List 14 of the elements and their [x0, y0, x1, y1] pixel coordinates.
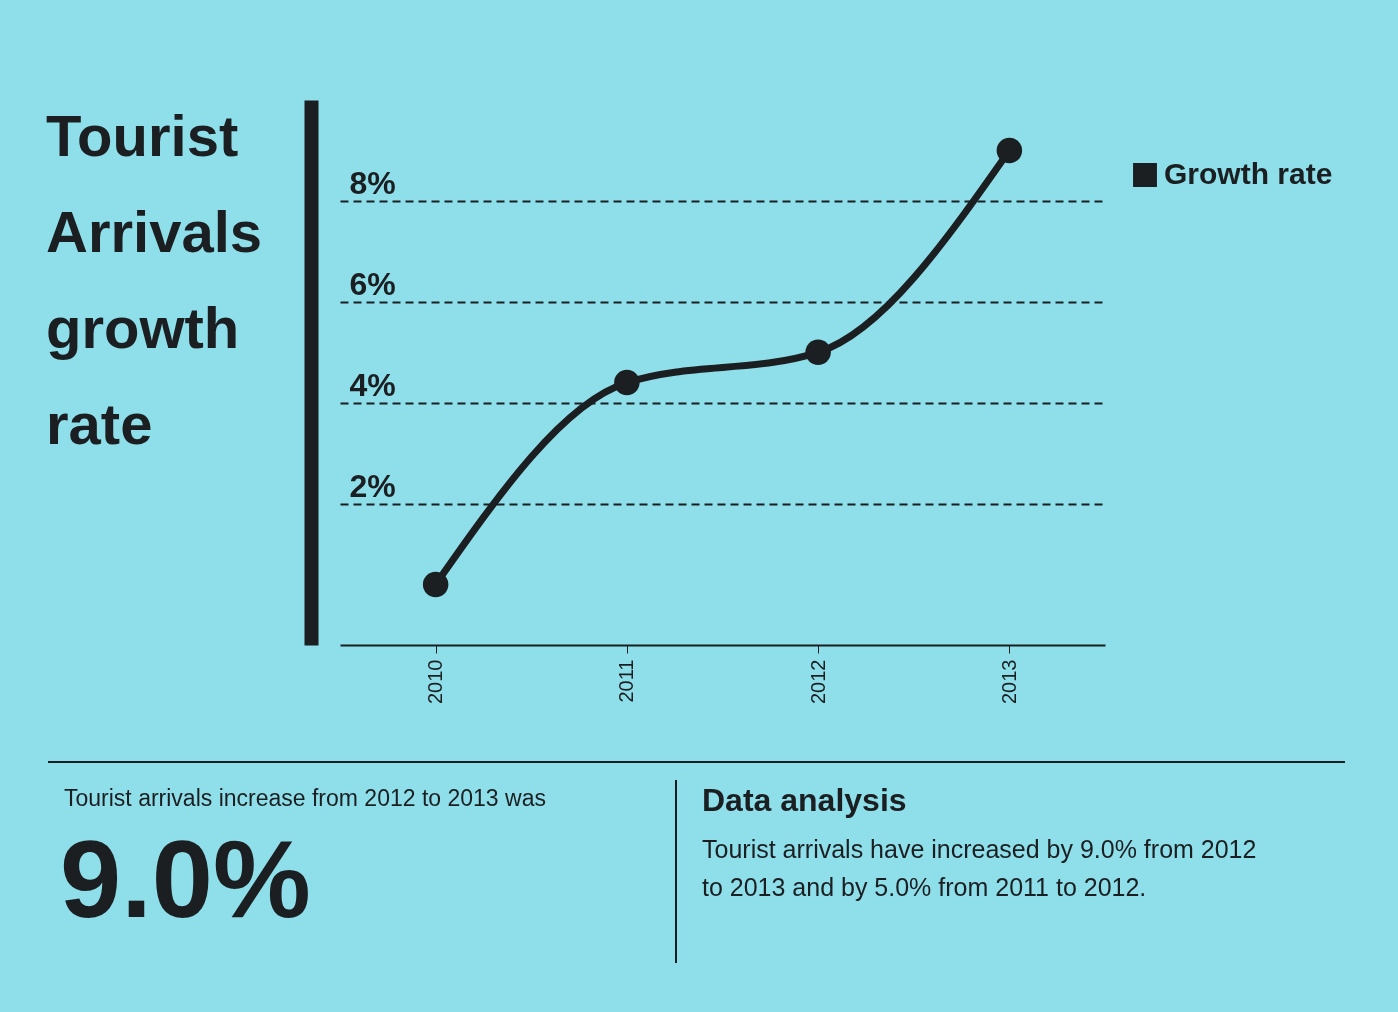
text: Data analysis: [702, 782, 907, 818]
text: 9.0%: [60, 817, 311, 940]
y-tick-label: 6%: [349, 266, 396, 303]
text: Tourist Arrivals growth rate: [46, 103, 263, 456]
y-tick-label: 8%: [349, 165, 396, 202]
x-tick-label: 2013: [997, 659, 1020, 704]
legend-label: Growth rate: [1164, 157, 1333, 190]
y-tick-label: 2%: [349, 468, 396, 505]
text: Tourist arrivals have increased by 9.0% from 2012 to 2013 and by 5.0% from 2011 to 2012.: [702, 835, 1257, 901]
x-tick-label: 2010: [424, 659, 447, 704]
x-tick-label: 2012: [806, 659, 829, 704]
y-tick-label: 4%: [349, 367, 396, 404]
x-tick-label: 2011: [615, 659, 638, 703]
text: Tourist arrivals increase from 2012 to 2013 was: [64, 785, 546, 811]
